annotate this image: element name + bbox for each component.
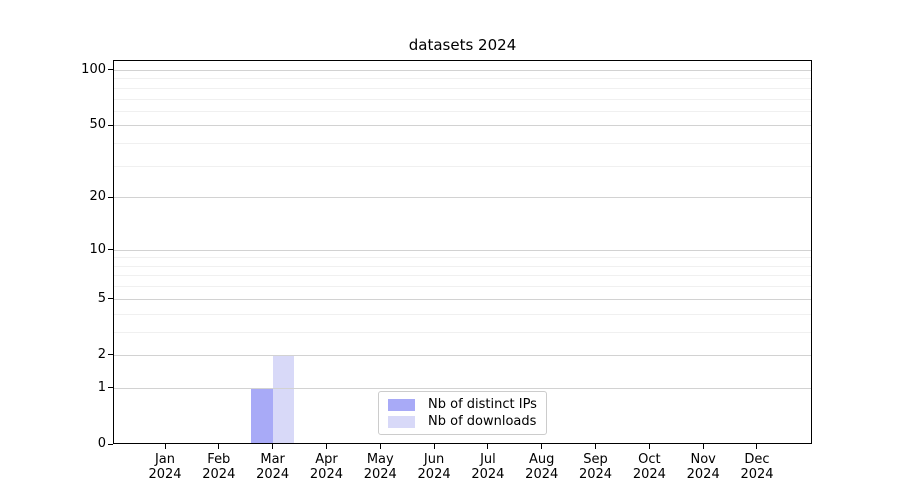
x-tick-label-month: Oct — [638, 452, 661, 467]
y-tick-label: 2 — [97, 346, 106, 362]
legend-swatch — [388, 398, 415, 411]
y-tick-mark — [108, 69, 113, 71]
gridline-minor — [113, 165, 812, 167]
x-tick-mark — [379, 444, 381, 449]
gridline-minor — [113, 257, 812, 259]
gridline-minor — [113, 286, 812, 288]
x-tick-label-month: May — [366, 452, 394, 467]
y-tick-mark — [108, 387, 113, 389]
x-tick-label: Jun 2024 — [406, 452, 462, 482]
gridline-minor — [113, 143, 812, 145]
gridline-major — [113, 197, 812, 199]
x-tick-label: Sep 2024 — [568, 452, 624, 482]
x-tick-label-month: Jun — [423, 452, 445, 467]
x-tick-label-year: 2024 — [632, 467, 666, 482]
y-tick-label: 100 — [81, 61, 106, 77]
gridline-minor — [113, 275, 812, 277]
y-tick-mark — [108, 298, 113, 300]
x-tick-label-year: 2024 — [578, 467, 613, 482]
gridline-minor — [113, 87, 812, 89]
x-tick-mark — [648, 444, 650, 449]
x-tick-label-year: 2024 — [363, 467, 397, 482]
gridline-minor — [113, 313, 812, 315]
y-tick-label: 5 — [97, 290, 106, 306]
x-tick-mark — [218, 444, 220, 449]
gridline-major — [113, 354, 812, 356]
x-tick-label-month: Dec — [744, 452, 770, 467]
plot-border — [113, 60, 812, 444]
x-tick-mark — [325, 444, 327, 449]
x-tick-label-year: 2024 — [740, 467, 774, 482]
gridline-minor — [113, 98, 812, 100]
y-tick-mark — [108, 354, 113, 356]
x-tick-label-year: 2024 — [309, 467, 343, 482]
bar-nb-of-downloads — [272, 354, 295, 444]
x-tick-label: Feb 2024 — [191, 452, 247, 482]
y-tick-label: 50 — [89, 117, 106, 133]
x-tick-label-month: Mar — [260, 452, 285, 467]
gridline-major — [113, 69, 812, 71]
y-tick-label: 1 — [97, 379, 106, 395]
x-tick-label: May 2024 — [352, 452, 408, 482]
gridline-minor — [113, 265, 812, 267]
x-tick-label-year: 2024 — [686, 467, 720, 482]
gridline-minor — [113, 78, 812, 80]
legend-entry: Nb of distinct IPs — [388, 397, 537, 412]
x-tick-label: Nov 2024 — [675, 452, 731, 482]
y-tick-label: 0 — [97, 436, 106, 451]
x-tick-mark — [487, 444, 489, 449]
x-tick-mark — [433, 444, 435, 449]
x-tick-mark — [595, 444, 597, 449]
y-tick-mark — [108, 443, 113, 445]
x-tick-label-year: 2024 — [148, 467, 182, 482]
x-tick-label-year: 2024 — [525, 467, 559, 482]
x-tick-label: Oct 2024 — [621, 452, 677, 482]
legend-label: Nb of distinct IPs — [428, 397, 537, 412]
legend: Nb of distinct IPs Nb of downloads — [378, 391, 547, 435]
y-tick-label: 20 — [89, 189, 106, 205]
x-tick-label-year: 2024 — [417, 467, 451, 482]
chart-title: datasets 2024 — [408, 36, 517, 54]
y-tick-label: 10 — [89, 241, 106, 257]
y-tick-mark — [108, 124, 113, 126]
x-tick-label: Jan 2024 — [137, 452, 193, 482]
x-tick-label-month: Jul — [480, 452, 496, 467]
gridline-major — [113, 125, 812, 127]
x-tick-label-year: 2024 — [256, 467, 290, 482]
legend-entry: Nb of downloads — [388, 414, 537, 429]
y-tick-mark — [108, 196, 113, 198]
x-tick-label-month: Feb — [207, 452, 231, 467]
gridline-major — [113, 387, 812, 389]
x-tick-label: Mar 2024 — [245, 452, 301, 482]
legend-swatch — [388, 415, 415, 428]
x-tick-label-year: 2024 — [471, 467, 505, 482]
x-tick-label: Dec 2024 — [729, 452, 785, 482]
gridline-minor — [113, 331, 812, 333]
x-tick-mark — [756, 444, 758, 449]
gridline-major — [113, 298, 812, 300]
x-tick-label: Apr 2024 — [298, 452, 354, 482]
legend-label: Nb of downloads — [428, 414, 537, 429]
x-tick-mark — [164, 444, 166, 449]
gridline-minor — [113, 110, 812, 112]
x-tick-label-year: 2024 — [202, 467, 236, 482]
x-tick-label-month: Nov — [690, 452, 716, 467]
x-tick-label: Aug 2024 — [514, 452, 570, 482]
x-tick-label-month: Jan — [154, 452, 176, 467]
x-tick-label-month: Sep — [583, 452, 608, 467]
x-tick-mark — [272, 444, 274, 449]
bar-nb-of-distinct-ips — [251, 387, 273, 444]
x-tick-mark — [541, 444, 543, 449]
x-tick-label-month: Apr — [315, 452, 338, 467]
x-tick-label-month: Aug — [529, 452, 555, 467]
gridline-major — [113, 249, 812, 251]
x-tick-label: Jul 2024 — [460, 452, 516, 482]
x-tick-mark — [702, 444, 704, 449]
y-tick-mark — [108, 249, 113, 251]
